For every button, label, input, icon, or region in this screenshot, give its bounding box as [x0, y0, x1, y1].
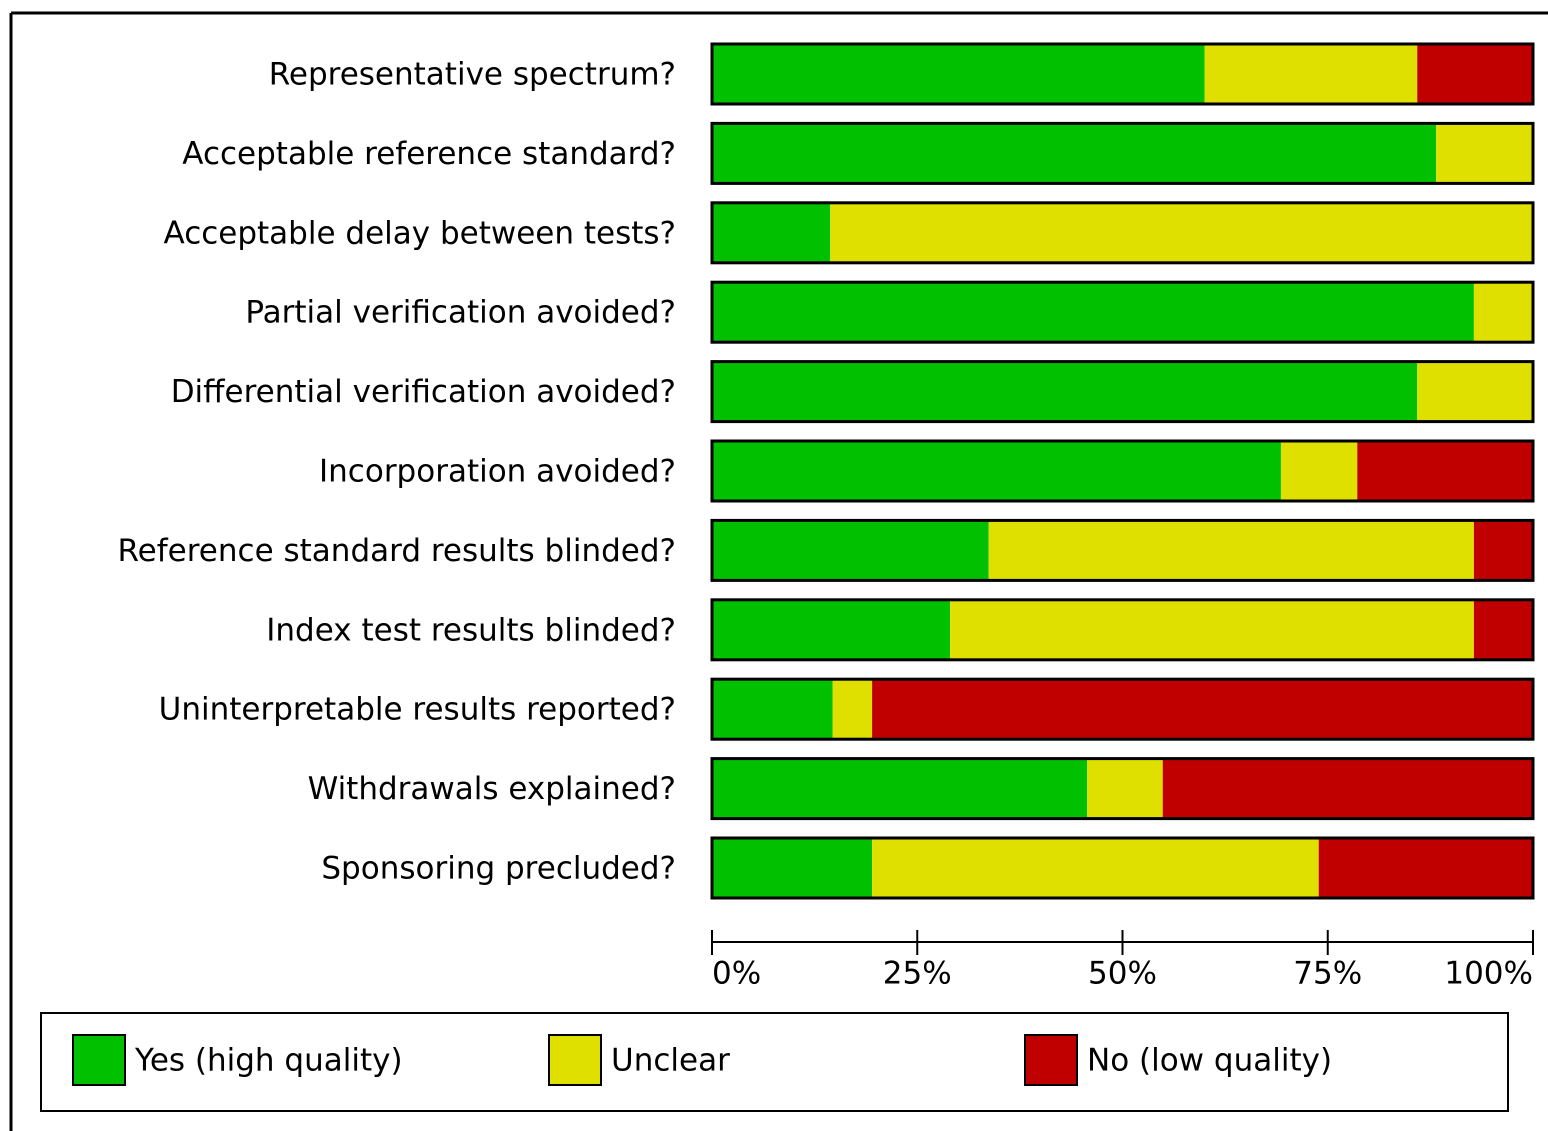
bar-outline — [710, 121, 1535, 185]
legend-label: Unclear — [611, 1043, 730, 1079]
bar-outline — [710, 360, 1535, 424]
bar-segment — [1087, 758, 1163, 819]
category-label: Uninterpretable results reported? — [159, 692, 676, 728]
x-tick-label: 100% — [1444, 956, 1533, 992]
category-label: Differential verification avoided? — [171, 374, 676, 410]
legend-label: No (low quality) — [1087, 1043, 1332, 1079]
bar-segment — [1473, 520, 1533, 581]
bar-segment — [712, 838, 873, 898]
bar-segment — [712, 520, 989, 581]
bar-outline — [710, 280, 1535, 344]
bar-segment — [1162, 758, 1533, 819]
legend-swatch — [548, 1034, 602, 1086]
bar-outline — [710, 598, 1535, 662]
bar-segment — [1357, 441, 1533, 501]
category-label: Sponsoring precluded? — [321, 851, 676, 887]
bar-outline — [710, 836, 1535, 900]
category-label: Acceptable delay between tests? — [164, 215, 676, 251]
bar-segment — [1473, 282, 1533, 343]
category-label: Reference standard results blinded? — [118, 533, 676, 569]
bar-segment — [712, 123, 1437, 184]
bar-segment — [1417, 44, 1533, 104]
legend-box — [40, 1012, 1509, 1112]
x-tick-label: 25% — [883, 956, 952, 992]
bar-segment — [712, 599, 951, 660]
legend-label: Yes (high quality) — [134, 1043, 403, 1079]
bar-segment — [1204, 44, 1418, 104]
x-tick-label: 75% — [1293, 956, 1362, 992]
bar-segment — [830, 202, 1533, 263]
bar-outline — [710, 677, 1535, 741]
bar-segment — [712, 44, 1205, 104]
bar-outline — [710, 439, 1535, 503]
bar-segment — [712, 441, 1281, 501]
bar-outline — [710, 201, 1535, 265]
category-label: Partial verification avoided? — [245, 295, 676, 331]
bar-segment — [712, 758, 1088, 819]
legend-swatch — [72, 1034, 126, 1086]
bar-segment — [950, 599, 1474, 660]
category-label: Incorporation avoided? — [319, 454, 676, 490]
bar-segment — [712, 679, 833, 740]
bar-segment — [1318, 838, 1533, 898]
x-tick-label: 0% — [712, 956, 761, 992]
bar-segment — [988, 520, 1474, 581]
bar-segment — [1436, 123, 1533, 184]
bar-segment — [712, 361, 1418, 422]
bar-segment — [712, 202, 831, 263]
bar-outline — [710, 757, 1535, 821]
bar-segment — [1280, 441, 1358, 501]
bar-segment — [832, 679, 873, 740]
category-label: Withdrawals explained? — [308, 771, 676, 807]
bar-segment — [712, 282, 1474, 343]
category-label: Index test results blinded? — [266, 612, 676, 648]
bar-outline — [710, 42, 1535, 106]
bar-segment — [1473, 599, 1533, 660]
bar-segment — [872, 679, 1533, 740]
legend-swatch — [1024, 1034, 1078, 1086]
bar-segment — [1417, 361, 1533, 422]
bar-segment — [872, 838, 1319, 898]
bar-outline — [710, 518, 1535, 582]
category-label: Acceptable reference standard? — [182, 136, 676, 172]
category-label: Representative spectrum? — [269, 57, 676, 93]
x-tick-label: 50% — [1088, 956, 1157, 992]
